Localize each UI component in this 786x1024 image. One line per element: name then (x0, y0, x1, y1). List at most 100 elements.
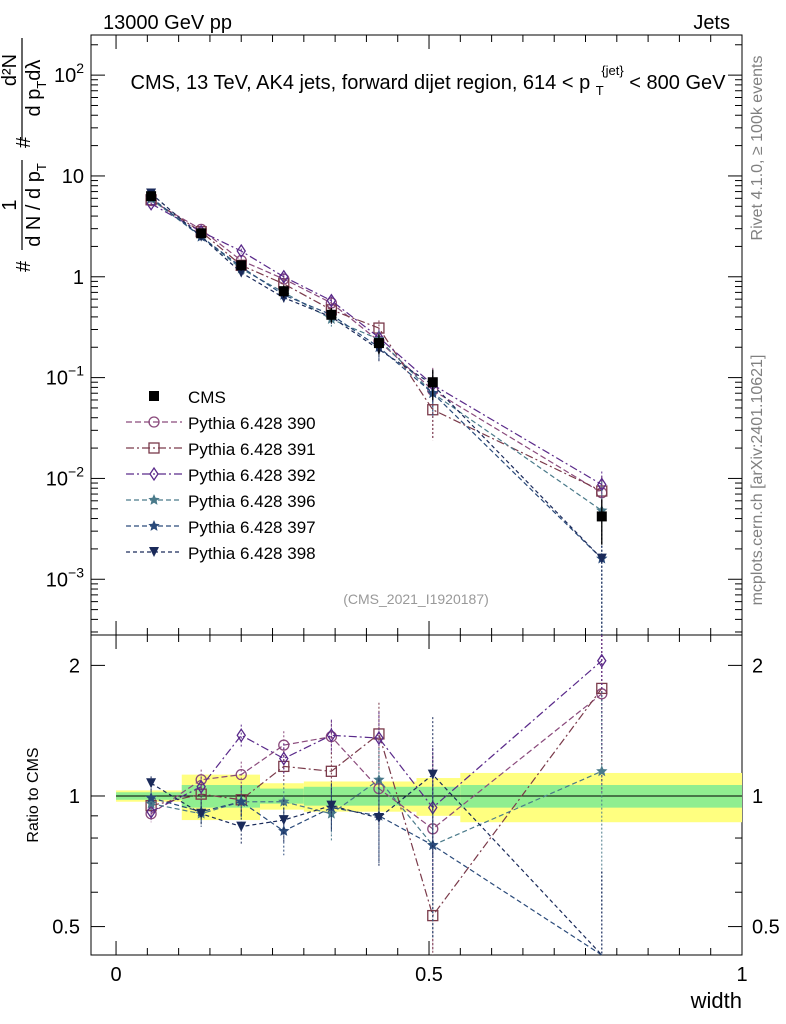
mc-point (326, 293, 337, 308)
ratio-point (278, 825, 290, 836)
legend-marker (148, 416, 160, 428)
legend-label: Pythia 6.428 396 (188, 492, 316, 511)
cms-data-point (373, 338, 384, 349)
cms-data-point (146, 191, 157, 202)
category-label: Jets (693, 12, 730, 34)
main-y-tick-label: 10−1 (46, 363, 84, 390)
ratio-point (278, 815, 289, 826)
ratio-y-tick-label: 2 (69, 655, 80, 677)
ratio-y-axis-label: Ratio to CMS (25, 747, 42, 842)
ratio-series-line (150, 773, 603, 956)
tick-base: 10 (54, 65, 76, 87)
cms-data-series (146, 191, 607, 545)
ratio-uncertainty-bands (116, 772, 742, 823)
ratio-point (325, 765, 338, 777)
legend-marker (148, 494, 160, 505)
main-title: CMS, 13 TeV, AK4 jets, forward dijet reg… (131, 58, 727, 100)
mc-point (236, 243, 247, 259)
cms-data-point (326, 309, 337, 320)
ylabel-num1: 1 (0, 199, 21, 210)
ratio-point (596, 765, 608, 777)
ratio-point (427, 769, 438, 780)
cms-data-point (278, 286, 289, 297)
mc-point (373, 322, 385, 334)
ratio-point (374, 730, 384, 746)
legend-label: Pythia 6.428 390 (188, 414, 316, 433)
ylabel-den1-text: d N / d p (23, 171, 45, 247)
main-y-tick-label: 10 (62, 166, 84, 188)
ratio-series-line (150, 797, 603, 956)
tick-base: 10 (62, 166, 84, 188)
cms-data-point (236, 260, 247, 271)
mc-series-line (150, 193, 603, 560)
tick-exponent: −1 (68, 363, 84, 379)
tick-base: 1 (73, 267, 84, 289)
ratio-point (196, 779, 206, 794)
ratio-point (326, 728, 337, 743)
ylabel-den2-text: d p (23, 89, 45, 117)
ylabel-den1-sub: T (34, 163, 49, 171)
tick-exponent: −2 (68, 463, 84, 479)
main-y-tick-label: 102 (54, 60, 84, 87)
mc-series-line (150, 197, 603, 560)
ratio-point (235, 795, 247, 807)
ratio-y-tick-label: 0.5 (52, 917, 80, 939)
energy-label: 13000 GeV pp (103, 12, 232, 34)
tick-exponent: 2 (76, 60, 84, 76)
main-title-sup: {jet} (601, 63, 624, 78)
ratio-x-tick-label: 0.5 (415, 964, 443, 986)
legend-label: Pythia 6.428 391 (188, 440, 316, 459)
main-y-tick-label: 10−2 (46, 463, 84, 490)
ratio-series-line (150, 770, 603, 846)
main-title-p: p (579, 72, 590, 94)
legend-marker-cms (149, 391, 159, 401)
main-y-axis-label: # 1 d N / d pT # d²N d pTdλ (0, 38, 49, 272)
ratio-y-tick-label: 1 (69, 786, 80, 808)
legend-label: Pythia 6.428 398 (188, 544, 316, 563)
ratio-point (597, 653, 607, 668)
ratio-point (326, 800, 337, 811)
legend-label-cms: CMS (188, 388, 226, 407)
tick-base: 10 (46, 569, 68, 591)
ratio-y-tick-label-right: 1 (752, 786, 763, 808)
ratio-point (373, 812, 384, 823)
ratio-series-line (150, 688, 603, 917)
tick-base: 10 (46, 468, 68, 490)
ylabel-den2-end: dλ (23, 60, 45, 81)
ratio-point (278, 739, 290, 751)
main-title-suffix: < 800 GeV (629, 72, 726, 94)
ratio-point (279, 751, 289, 766)
mc-series-396 (145, 193, 608, 632)
ratio-series-group (145, 635, 608, 956)
main-y-tick-label: 1 (73, 267, 84, 289)
ylabel-den2-sub: T (34, 81, 49, 89)
ratio-point (236, 728, 247, 743)
legend-marker (148, 520, 160, 531)
ratio-x-tick-label: 0 (110, 964, 121, 986)
ratio-point (235, 768, 247, 781)
ratio-series (146, 635, 607, 896)
ratio-axis-ticks: 0 0.5 1 0.5 0.5 1 1 2 2 (52, 635, 780, 986)
ylabel-den1: d N / d pT (23, 163, 49, 247)
mc-series-line (150, 198, 603, 512)
mc-series-line (150, 199, 603, 492)
x-axis-label: width (690, 988, 742, 1013)
rivet-label: Rivet 4.1.0, ≥ 100k events (749, 56, 766, 241)
ratio-series (146, 717, 603, 956)
legend-label: Pythia 6.428 397 (188, 518, 316, 537)
ratio-x-tick-label: 1 (736, 964, 747, 986)
legend: CMS Pythia 6.428 390 Pythia 6.428 391 Pythi… (126, 388, 316, 563)
tick-base: 10 (46, 368, 68, 390)
cms-data-point (596, 511, 607, 522)
main-title-sub: T (596, 83, 604, 98)
ratio-y-tick-label-right: 2 (752, 655, 763, 677)
ratio-point (145, 791, 157, 803)
main-y-tick-label: 10−3 (46, 564, 84, 591)
ylabel-hash-1: # (13, 260, 35, 272)
legend-marker (149, 466, 159, 482)
main-title-prefix: CMS, 13 TeV, AK4 jets, forward dijet reg… (131, 72, 574, 94)
ylabel-den2: d pTdλ (23, 60, 49, 117)
ylabel-hash-2: # (13, 136, 35, 148)
legend-marker (148, 442, 160, 454)
